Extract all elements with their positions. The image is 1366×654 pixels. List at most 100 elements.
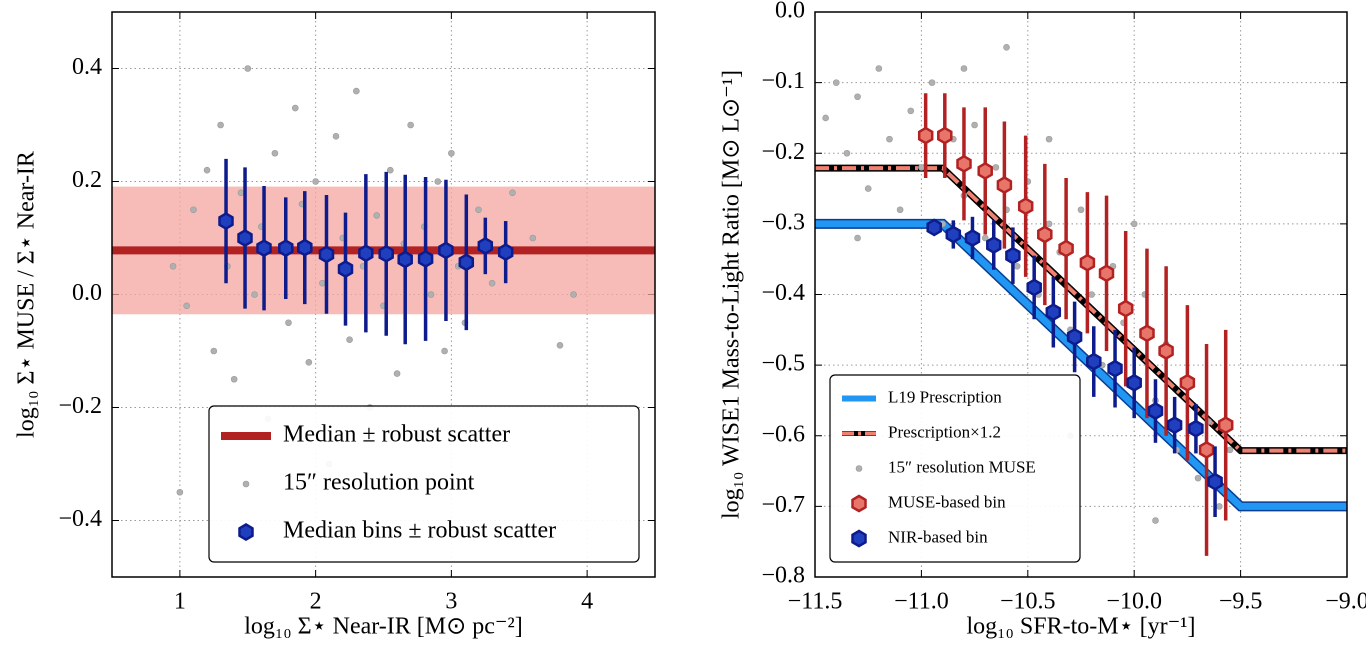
bin-marker [397,250,413,269]
scatter-point [864,185,872,192]
x-tick-label: 4 [581,589,593,615]
legend-swatch [855,465,863,472]
y-tick-label: −0.5 [761,351,805,377]
y-axis-label: log₁₀ Σ⋆ MUSE / Σ⋆ Near-IR [14,151,40,438]
legend-label: MUSE-based bin [888,492,1006,511]
bin-marker [237,229,253,247]
bin-marker [1188,419,1204,438]
bin-marker [256,239,272,258]
legend: L19 Prescription Prescription×1.2 15″ reso… [829,374,1081,563]
scatter-point [843,149,851,157]
bin-marker [1126,373,1142,392]
bin-marker [1158,342,1174,360]
scatter-point [907,107,915,115]
scatter-point [176,488,184,496]
scatter-point [237,189,245,197]
bin-marker [1217,416,1234,435]
bin-marker [278,239,294,258]
scatter-point [822,114,829,122]
scatter-point [217,121,224,129]
x-tick-label: −9.5 [1219,589,1263,615]
x-tick-label: 3 [445,589,457,615]
scatter-point [832,79,840,86]
y-tick-label: 0.0 [72,280,102,306]
bin-marker [297,238,313,257]
scatter-point [992,164,1000,171]
bin-marker [956,154,972,173]
y-tick-label: −0.8 [761,563,805,589]
legend-swatch [238,523,254,541]
plot-frame [111,11,656,578]
scatter-point [319,279,326,287]
bin-marker [1139,324,1155,343]
scatter-point [169,262,177,270]
scatter-point [203,166,211,174]
y-tick-label: −0.3 [761,209,805,235]
bin-marker [986,236,1002,255]
y-tick-label: −0.7 [761,492,805,518]
scatter-point [183,302,190,310]
bin-marker [1166,416,1183,435]
plot-area [815,44,1347,556]
scatter-point [244,65,252,72]
bin-marker [977,161,993,180]
bin-marker [318,245,335,264]
plot-area [112,65,655,536]
scatter-point [434,178,442,185]
legend-swatch [851,529,867,548]
bin-marker [1037,225,1053,244]
scatter-point [393,370,401,377]
scatter-point [1152,517,1159,524]
scatter-point [386,166,394,174]
y-tick-label: 0.4 [72,54,102,80]
scatter-point [854,93,861,101]
scatter-point [1216,503,1223,510]
legend: Median ± robust scatter 15″ resolution po… [208,405,640,563]
bin-marker [1086,352,1102,371]
legend-box [208,405,640,563]
scatter-point [332,133,340,140]
bin-marker [477,236,494,255]
x-tick-label: 1 [174,589,186,615]
scatter-point [875,65,883,72]
bin-marker [1079,253,1096,272]
legend-label: Median bins ± robust scatter [283,518,556,544]
y-tick-label: −0.2 [761,139,805,165]
scatter-point [928,79,936,86]
x-axis-label: log₁₀ SFR-to-M⋆ [yr⁻¹] [967,614,1196,640]
scatter-point [886,135,893,143]
bin-marker [1017,197,1034,216]
scatter-point [475,206,482,214]
scatter-point [556,342,564,349]
bin-marker [458,253,475,272]
scatter-point [1088,291,1095,298]
bin-marker [1107,359,1123,378]
bin-marker [1198,440,1215,459]
bin-marker [1179,373,1196,392]
scatter-point [960,65,968,72]
legend-label: NIR-based bin [888,527,988,546]
y-tick-label: −0.6 [761,421,805,447]
scatter-point [353,87,360,95]
x-tick-label: −11.0 [894,589,949,615]
scatter-point [373,212,381,219]
legend-label: Median ± robust scatter [283,422,510,448]
x-tick-label: −10.5 [1000,589,1056,615]
scatter-point [271,149,279,157]
bin-marker [1098,264,1115,283]
scatter-point [854,234,861,242]
scatter-point [1045,135,1053,143]
bin-marker [964,229,981,247]
legend-box [829,374,1081,563]
scatter-point [346,336,353,344]
scatter-point [509,189,516,197]
scatter-point [312,178,319,185]
bin-marker [1058,239,1074,258]
bin-marker [917,126,934,145]
legend-swatch [242,480,250,488]
scatter-point [488,279,496,287]
scatter-point [1003,44,1010,51]
scatter-point [285,319,292,327]
